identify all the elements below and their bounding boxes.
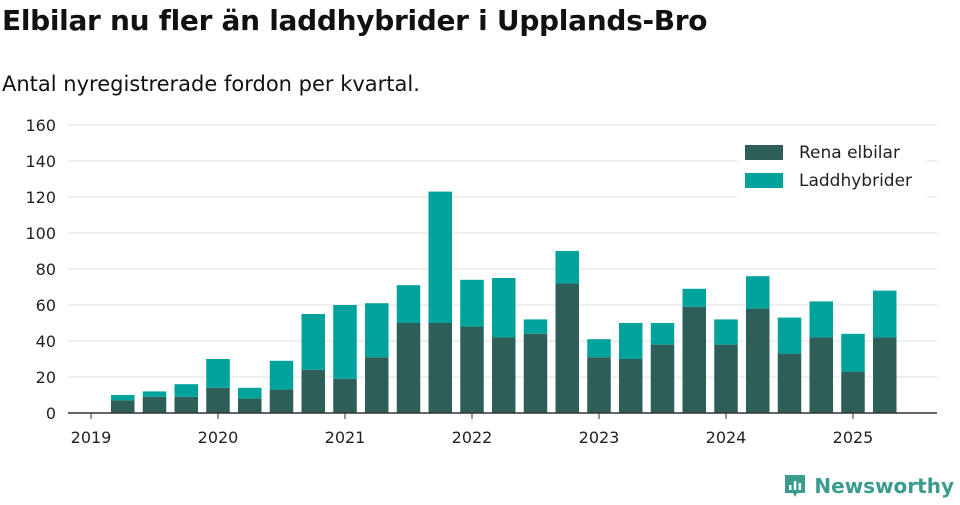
bar-rena-elbilar (238, 398, 262, 413)
bar-rena-elbilar (206, 387, 230, 413)
newsworthy-logo-icon (785, 475, 806, 497)
bar-rena-elbilar (650, 344, 675, 413)
bar-laddhybrider (555, 251, 579, 284)
y-tick-label: 100 (25, 224, 56, 243)
y-tick-label: 120 (25, 188, 56, 207)
x-tick-label: 2020 (198, 428, 239, 447)
bar-laddhybrider (619, 323, 643, 359)
y-tick-label: 80 (36, 260, 56, 279)
bar-laddhybrider (523, 319, 548, 334)
bar-rena-elbilar (428, 323, 452, 413)
bar-laddhybrider (746, 276, 770, 309)
legend-swatch (745, 145, 783, 160)
legend-label: Rena elbilar (799, 143, 900, 163)
bar-laddhybrider (492, 278, 516, 338)
bar-rena-elbilar (619, 359, 643, 413)
bar-laddhybrider (174, 384, 198, 397)
bar-rena-elbilar (365, 357, 389, 413)
y-tick-label: 40 (36, 332, 56, 351)
bar-rena-elbilar (111, 400, 135, 413)
bar-laddhybrider (206, 359, 230, 388)
legend-label: Laddhybrider (799, 171, 912, 191)
bar-laddhybrider (841, 333, 865, 372)
bar-rena-elbilar (174, 396, 198, 413)
bar-laddhybrider (238, 387, 262, 399)
bar-rena-elbilar (873, 337, 897, 413)
bar-laddhybrider (777, 317, 802, 354)
bar-laddhybrider (269, 360, 294, 390)
bar-laddhybrider (809, 301, 833, 338)
bar-rena-elbilar (269, 389, 294, 413)
bar-rena-elbilar (841, 371, 865, 413)
bar-rena-elbilar (746, 308, 770, 413)
bar-laddhybrider (365, 303, 389, 358)
bar-laddhybrider (301, 314, 325, 370)
y-tick-label: 60 (36, 296, 56, 315)
bar-laddhybrider (428, 191, 452, 323)
brand-name: Newsworthy (814, 474, 954, 498)
bar-laddhybrider (396, 285, 421, 323)
x-tick-label: 2023 (579, 428, 620, 447)
bar-rena-elbilar (142, 396, 167, 413)
bar-laddhybrider (111, 395, 135, 401)
x-tick-label: 2024 (706, 428, 747, 447)
bar-rena-elbilar (523, 333, 548, 413)
bar-rena-elbilar (333, 378, 357, 413)
x-tick-label: 2025 (833, 428, 874, 447)
bar-laddhybrider (460, 279, 484, 327)
bar-laddhybrider (333, 305, 357, 379)
bar-rena-elbilar (301, 369, 325, 413)
bar-laddhybrider (682, 288, 706, 307)
y-tick-label: 160 (25, 116, 56, 135)
bar-laddhybrider (142, 391, 167, 397)
bar-laddhybrider (587, 339, 611, 358)
bar-rena-elbilar (460, 326, 484, 413)
bar-rena-elbilar (809, 337, 833, 413)
x-tick-label: 2019 (71, 428, 112, 447)
chart-title: Elbilar nu fler än laddhybrider i Upplan… (2, 4, 708, 37)
bar-rena-elbilar (587, 357, 611, 413)
bar-rena-elbilar (555, 283, 579, 413)
chart-subtitle: Antal nyregistrerade fordon per kvartal. (2, 72, 420, 96)
bar-laddhybrider (650, 323, 675, 345)
x-tick-label: 2022 (452, 428, 493, 447)
y-tick-label: 140 (25, 152, 56, 171)
brand-logo: Newsworthy (782, 473, 954, 499)
bar-rena-elbilar (682, 306, 706, 413)
legend-swatch (745, 173, 783, 188)
bar-laddhybrider (714, 319, 738, 345)
bar-laddhybrider (873, 290, 897, 338)
bar-rena-elbilar (777, 353, 802, 413)
y-tick-label: 0 (46, 404, 56, 423)
bar-rena-elbilar (396, 323, 421, 413)
bar-rena-elbilar (714, 344, 738, 413)
y-tick-label: 20 (36, 368, 56, 387)
bar-rena-elbilar (492, 337, 516, 413)
x-tick-label: 2021 (325, 428, 366, 447)
